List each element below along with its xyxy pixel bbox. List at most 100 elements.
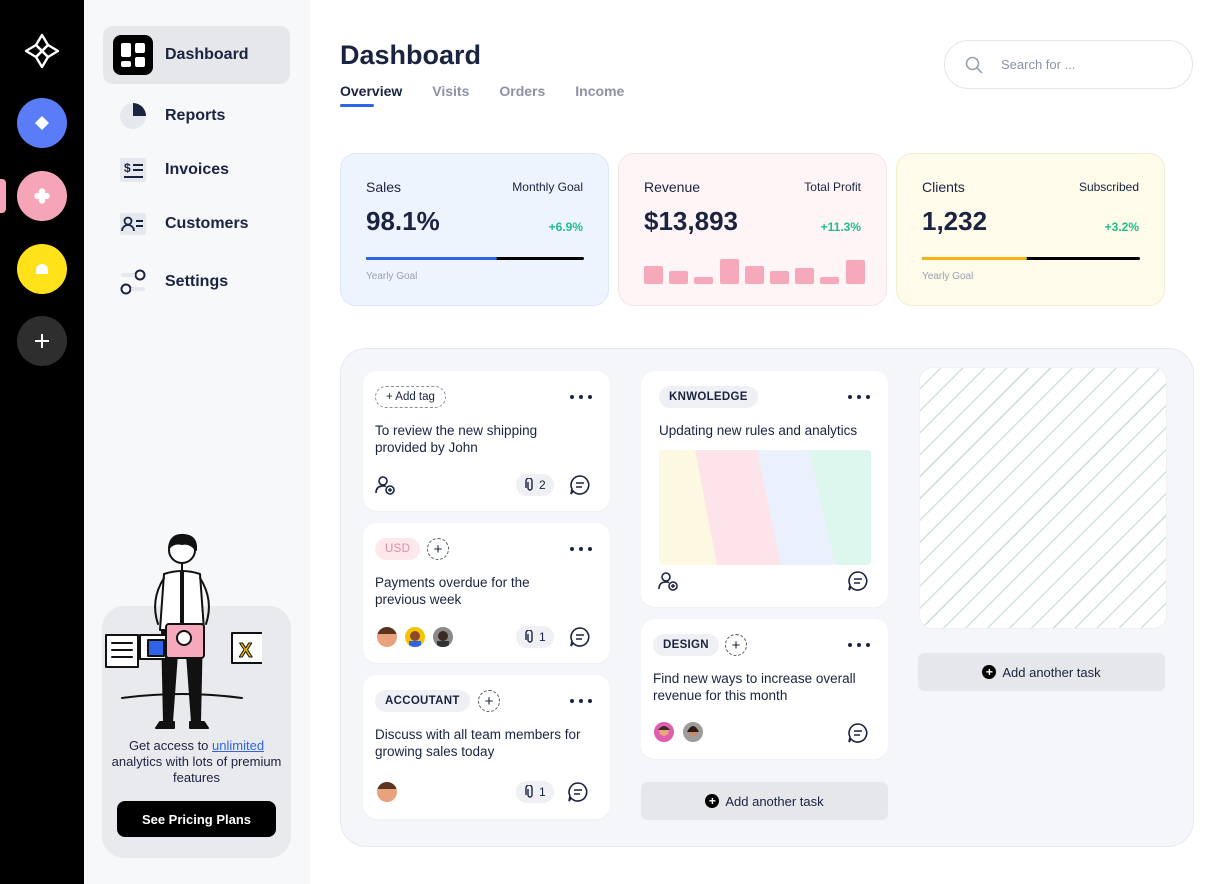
task-board: + Add tag To review the new shipping pro…	[340, 348, 1194, 847]
avatar[interactable]	[403, 625, 427, 649]
app-rail	[0, 0, 84, 884]
task-text: Updating new rules and analytics	[659, 423, 858, 438]
add-task-button-col2[interactable]: + Add another task	[641, 782, 888, 820]
workspace-flower-button[interactable]	[17, 171, 67, 221]
sidebar-item-settings[interactable]: Settings	[103, 253, 290, 311]
revenue-bar	[669, 271, 689, 284]
revenue-change: +11.3%	[820, 220, 861, 234]
comment-icon[interactable]	[569, 626, 591, 648]
accoutant-tag[interactable]: ACCOUTANT	[375, 690, 470, 712]
customer-card-icon	[111, 202, 155, 246]
assign-user-icon[interactable]	[374, 474, 396, 496]
clients-subtitle: Subscribed	[1078, 180, 1139, 194]
plus-icon	[35, 334, 49, 348]
paperclip-icon	[525, 785, 533, 798]
tab-income[interactable]: Income	[575, 83, 625, 99]
knwoledge-tag[interactable]: KNWOLEDGE	[659, 386, 758, 408]
see-pricing-plans-button[interactable]: See Pricing Plans	[117, 801, 276, 837]
svg-text:X: X	[239, 640, 253, 662]
task-text: Find new ways to increase overall revenu…	[653, 671, 856, 703]
more-options-icon[interactable]	[570, 544, 592, 554]
attachments-count: 1	[539, 785, 546, 799]
revenue-bar	[820, 276, 840, 284]
promo-text-before: Get access to	[128, 738, 213, 753]
cover-image	[659, 450, 871, 565]
revenue-bar	[694, 276, 714, 284]
clients-value: 1,232	[922, 206, 988, 236]
clients-card: Clients Subscribed 1,232 +3.2% Yearly Go…	[896, 153, 1165, 306]
plus-icon: +	[705, 794, 720, 808]
task-card-design[interactable]: DESIGN + Find new ways to increase overa…	[641, 619, 888, 759]
tab-orders[interactable]: Orders	[499, 83, 546, 99]
comment-icon[interactable]	[567, 781, 589, 803]
clients-progress-fill	[922, 257, 1027, 260]
attachments-badge[interactable]: 1	[516, 781, 554, 803]
avatar[interactable]	[681, 720, 705, 744]
add-task-label: Add another task	[1002, 664, 1101, 680]
add-tag-plus-icon[interactable]: +	[427, 538, 449, 560]
task-card-knowledge[interactable]: KNWOLEDGE Updating new rules and analyti…	[641, 371, 888, 607]
sidebar-item-label: Settings	[165, 273, 229, 290]
attachments-badge[interactable]: 1	[516, 626, 554, 648]
drop-placeholder	[919, 367, 1167, 629]
more-options-icon[interactable]	[848, 640, 870, 650]
add-tag-plus-icon[interactable]: +	[725, 634, 747, 656]
add-tag-plus-icon[interactable]: +	[478, 690, 500, 712]
workspace-dome-button[interactable]	[17, 244, 67, 294]
tabs: Overview Visits Orders Income	[340, 83, 624, 107]
dashboard-icon	[111, 33, 155, 77]
more-options-icon[interactable]	[848, 392, 870, 402]
paperclip-icon	[525, 630, 533, 643]
sales-progress-fill	[366, 257, 497, 260]
design-tag[interactable]: DESIGN	[653, 634, 719, 656]
revenue-mini-chart	[644, 252, 866, 284]
task-text: Discuss with all team members for growin…	[375, 727, 581, 759]
sidebar-item-customers[interactable]: Customers	[103, 195, 290, 253]
more-options-icon[interactable]	[570, 392, 592, 402]
promo-text-after: analytics with lots of premium features	[111, 754, 282, 785]
sales-progress-bar	[366, 257, 584, 260]
revenue-value: $13,893	[644, 206, 738, 236]
search-icon	[965, 56, 983, 73]
search-input[interactable]	[1001, 57, 1171, 72]
more-options-icon[interactable]	[570, 696, 592, 706]
workspace-diamond-button[interactable]	[17, 98, 67, 148]
add-workspace-button[interactable]	[17, 316, 67, 366]
task-text: Payments overdue for the previous week	[375, 575, 530, 607]
sidebar-item-label: Dashboard	[165, 46, 249, 63]
page-title: Dashboard	[340, 40, 482, 70]
attachments-badge[interactable]: 2	[516, 474, 554, 496]
usd-tag[interactable]: USD	[375, 538, 421, 560]
clients-title: Clients	[922, 179, 965, 195]
sidebar-item-label: Invoices	[165, 161, 230, 178]
task-card-shipping[interactable]: + Add tag To review the new shipping pro…	[363, 371, 610, 511]
clients-progress-bar	[922, 257, 1140, 260]
promo-description: Get access to unlimited analytics with l…	[102, 738, 291, 786]
search-box[interactable]	[944, 40, 1193, 89]
avatar[interactable]	[375, 625, 399, 649]
sidebar: Dashboard Reports $ Invoices Customers S…	[84, 0, 310, 884]
comment-icon[interactable]	[569, 474, 591, 496]
add-task-button-col3[interactable]: + Add another task	[918, 653, 1165, 691]
promo-unlimited-link[interactable]: unlimited	[212, 738, 265, 753]
sidebar-item-invoices[interactable]: $ Invoices	[103, 141, 290, 199]
task-card-payments[interactable]: USD + Payments overdue for the previous …	[363, 523, 610, 663]
avatar[interactable]	[375, 780, 399, 804]
avatar[interactable]	[431, 625, 455, 649]
dome-icon	[36, 264, 48, 274]
comment-icon[interactable]	[847, 722, 869, 744]
avatar[interactable]	[652, 720, 676, 744]
attachments-count: 1	[539, 630, 546, 644]
sidebar-item-reports[interactable]: Reports	[103, 87, 290, 145]
revenue-bar	[770, 271, 789, 284]
tab-visits[interactable]: Visits	[432, 83, 470, 99]
task-text: To review the new shipping provided by J…	[375, 423, 538, 455]
tab-overview[interactable]: Overview	[340, 83, 402, 107]
add-tag-button[interactable]: + Add tag	[375, 386, 446, 408]
task-card-team-discussion[interactable]: ACCOUTANT + Discuss with all team member…	[363, 675, 610, 819]
sidebar-item-dashboard[interactable]: Dashboard	[103, 26, 290, 84]
logo-icon[interactable]	[22, 31, 62, 71]
sales-subtitle: Monthly Goal	[512, 180, 583, 194]
assign-user-icon[interactable]	[657, 570, 679, 592]
comment-icon[interactable]	[847, 570, 869, 592]
